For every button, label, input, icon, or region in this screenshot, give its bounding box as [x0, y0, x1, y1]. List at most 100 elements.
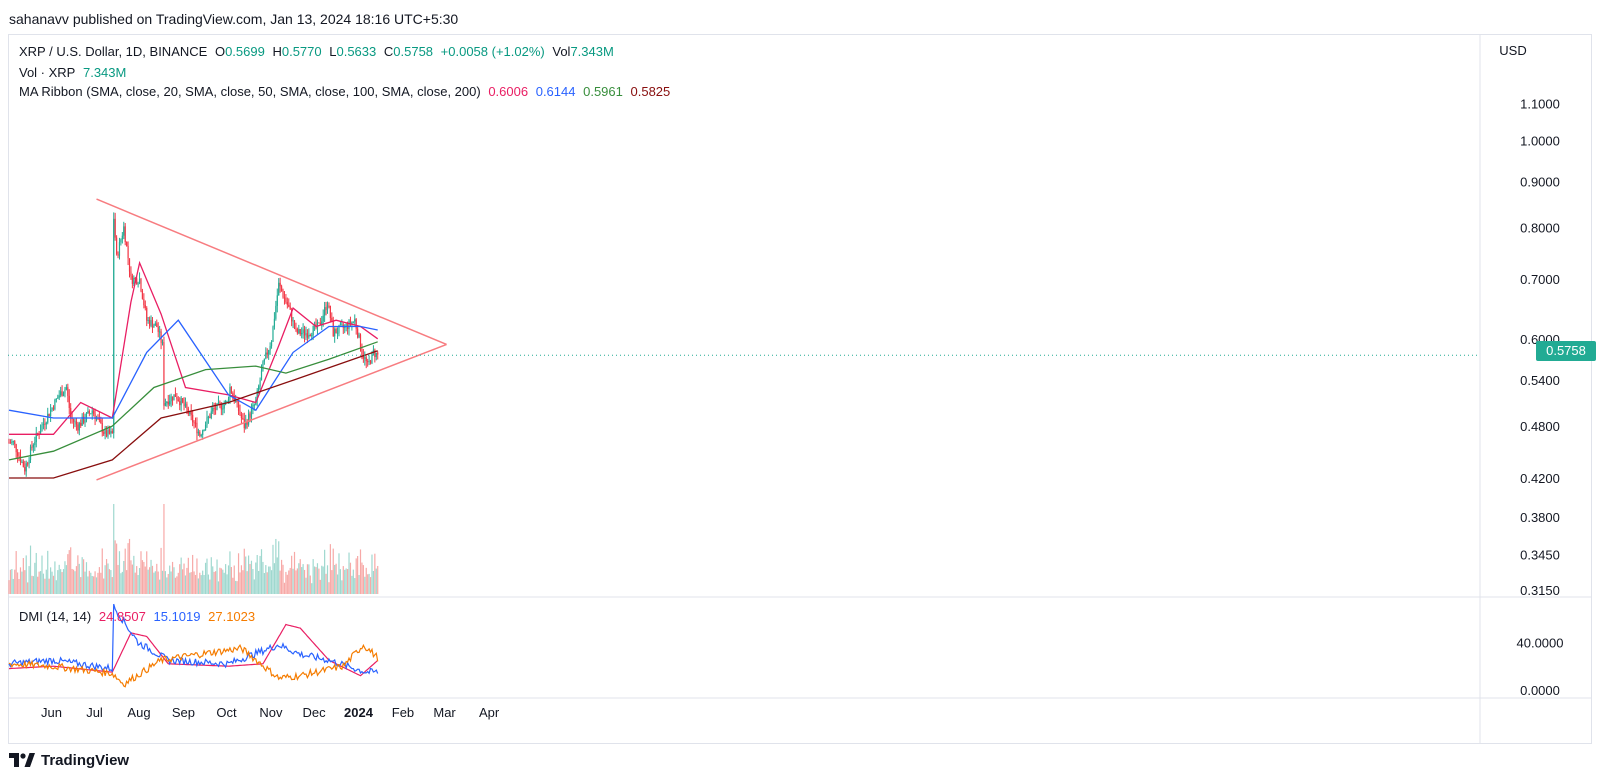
candle-body: [348, 320, 350, 329]
volume-bar: [325, 573, 327, 594]
dmi-label[interactable]: DMI (14, 14): [19, 609, 92, 624]
candle-body: [134, 277, 136, 279]
volume-label[interactable]: Vol · XRP: [19, 65, 76, 80]
candle-body: [8, 442, 10, 444]
symbol-name[interactable]: XRP / U.S. Dollar, 1D, BINANCE: [19, 44, 208, 59]
volume-bar: [265, 565, 267, 594]
candle-body: [222, 408, 224, 410]
volume-bar: [143, 561, 145, 594]
volume-bar: [216, 559, 218, 594]
volume-bar: [35, 552, 37, 594]
candle-body: [14, 441, 16, 445]
candle-body: [167, 401, 169, 405]
volume-bar: [313, 566, 316, 594]
minus_di-line: [8, 643, 379, 688]
candle-body: [74, 421, 76, 423]
open-value: 0.5699: [225, 44, 265, 59]
volume-bar: [31, 575, 33, 594]
volume-bar: [83, 559, 85, 594]
volume-bar: [292, 568, 294, 594]
candle-body: [292, 320, 294, 322]
candle-body: [141, 291, 144, 299]
volume-bar: [149, 567, 151, 594]
volume-bar: [280, 559, 283, 594]
volume-bar: [24, 570, 26, 594]
candle-body: [58, 395, 60, 398]
candle-body: [110, 431, 112, 434]
candle-body: [21, 461, 23, 463]
plus-di-value: 15.1019: [153, 609, 201, 624]
candle-body: [87, 411, 89, 414]
candle-body: [171, 396, 174, 401]
candle-body: [120, 239, 122, 243]
volume-bar: [22, 558, 24, 594]
volume-bar: [164, 571, 166, 594]
candle-body: [250, 408, 253, 418]
volume-bar: [187, 557, 189, 594]
volume-bar: [207, 574, 210, 594]
candle-body: [35, 432, 37, 443]
volume-bar: [342, 566, 344, 594]
time-axis-label: Sep: [172, 705, 195, 720]
candle-body: [229, 386, 231, 399]
candle-body: [133, 277, 135, 284]
volume-bar: [64, 561, 66, 594]
candle-body: [197, 431, 199, 434]
volume-bar: [288, 570, 290, 594]
volume-bar: [270, 570, 273, 594]
candle-body: [62, 393, 65, 397]
candle-body: [318, 322, 320, 324]
candle-body: [207, 416, 210, 418]
candle-body: [101, 423, 103, 433]
candle-body: [68, 395, 70, 408]
chart-frame[interactable]: [8, 34, 1592, 744]
candle-body: [308, 335, 310, 338]
ma-ribbon-label[interactable]: MA Ribbon (SMA, close, 20, SMA, close, 5…: [19, 84, 481, 99]
volume-bar: [206, 558, 208, 594]
candle-body: [84, 419, 86, 423]
candle-body: [143, 298, 145, 306]
volume-bar: [245, 556, 247, 594]
volume-bar: [332, 548, 334, 594]
volume-bar: [348, 552, 350, 594]
sma50-line: [8, 319, 378, 419]
volume-bar: [230, 567, 232, 594]
candle-body: [272, 326, 274, 342]
candle-body: [193, 422, 195, 424]
candle-body: [260, 370, 263, 381]
volume-bar: [318, 568, 320, 594]
candle-body: [253, 404, 255, 406]
low-value: 0.5633: [336, 44, 377, 59]
candle-body: [203, 430, 205, 432]
candle-body: [85, 413, 88, 420]
volume-bar: [163, 504, 165, 594]
footer-brand[interactable]: TradingView: [9, 748, 129, 772]
candle-body: [140, 278, 142, 292]
volume-bar: [243, 548, 245, 594]
volume-bar: [21, 571, 23, 594]
volume-bar: [365, 567, 367, 594]
candle-body: [144, 305, 146, 308]
volume-bar: [258, 570, 260, 594]
volume-bar: [283, 582, 286, 594]
candle-body: [55, 398, 57, 400]
volume-bar: [262, 561, 264, 594]
candle-body: [361, 349, 363, 356]
publish-bar: sahanavv published on TradingView.com, J…: [0, 0, 1600, 34]
volume-bar: [361, 562, 363, 594]
candle-body: [206, 417, 208, 426]
candle-body: [295, 328, 297, 330]
volume-bar: [306, 564, 309, 594]
volume-bar: [133, 555, 135, 594]
candle-body: [104, 430, 106, 434]
volume-bar: [289, 567, 291, 594]
volume-bar: [210, 557, 212, 594]
triangle-upper-trendline: [96, 198, 447, 346]
candle-body: [237, 401, 240, 411]
volume-bar: [67, 554, 69, 594]
candle-body: [301, 333, 303, 335]
currency-button[interactable]: USD: [1499, 43, 1527, 58]
volume-bar: [27, 582, 29, 594]
candle-body: [75, 421, 78, 425]
